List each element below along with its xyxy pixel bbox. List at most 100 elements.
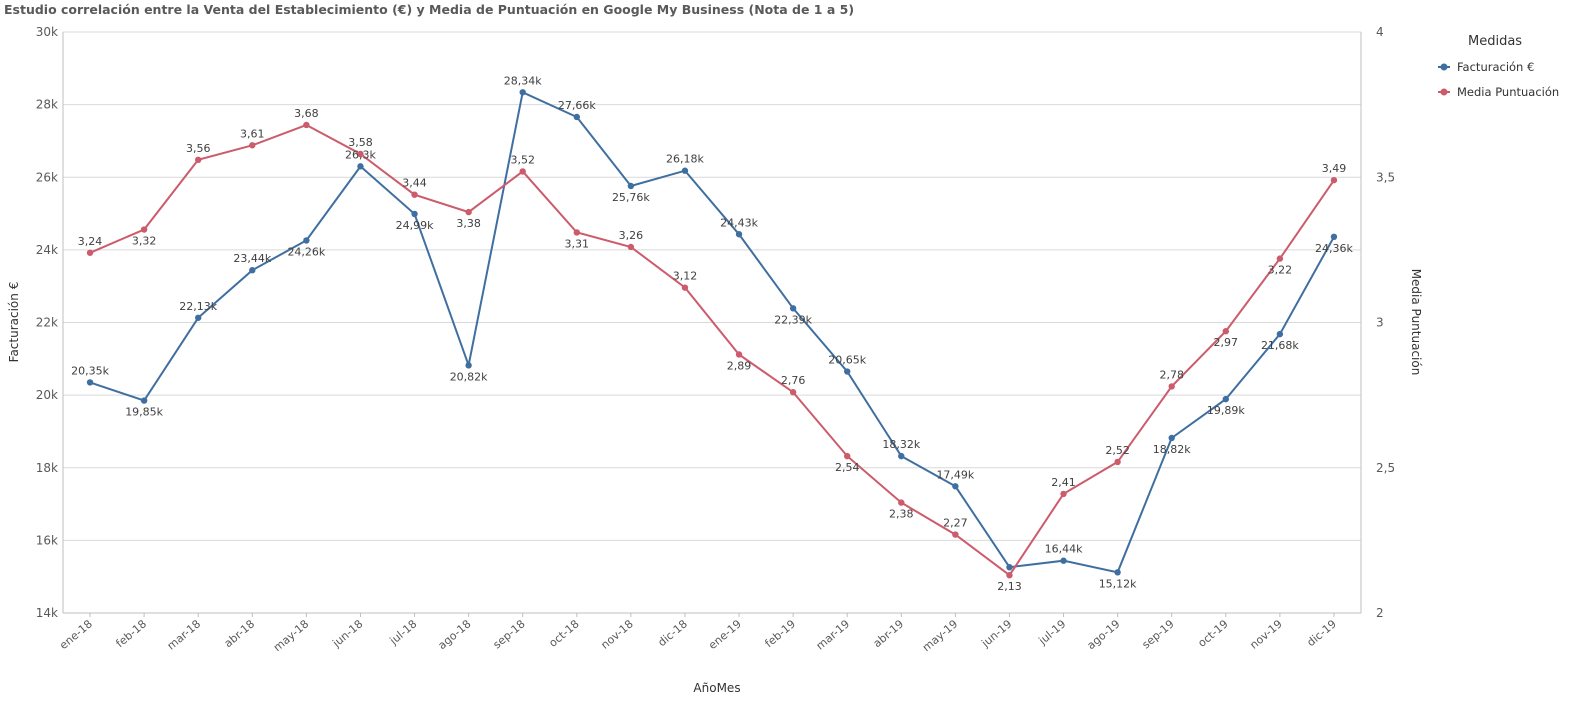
data-point-1[interactable] — [303, 121, 310, 129]
data-label-0: 22,13k — [179, 300, 217, 313]
left-axis: 14k 16k 18k 20k 22k 24k 26k 28k 30k — [36, 25, 64, 620]
data-point-1[interactable] — [140, 226, 148, 233]
data-point-0[interactable] — [195, 314, 202, 321]
data-label-1: 3,32 — [132, 235, 157, 248]
data-label-0: 26,18k — [666, 153, 704, 166]
x-tick-label: ene-19 — [706, 617, 744, 652]
data-label-0: 24,99k — [396, 219, 434, 232]
left-tick-label: 30k — [36, 25, 58, 39]
data-label-1: 3,58 — [348, 136, 373, 149]
data-point-1[interactable] — [519, 168, 526, 175]
data-point-1[interactable] — [681, 284, 689, 291]
data-point-0[interactable] — [681, 167, 689, 174]
x-tick-label: may-18 — [271, 617, 311, 654]
x-tick-label: abr-18 — [222, 617, 258, 650]
x-tick-label: dic-18 — [655, 617, 689, 649]
data-point-0[interactable] — [303, 237, 310, 244]
data-point-0[interactable] — [1006, 564, 1013, 571]
data-point-1[interactable] — [357, 150, 364, 158]
data-point-0[interactable] — [844, 368, 851, 375]
data-point-0[interactable] — [789, 305, 797, 312]
data-point-0[interactable] — [735, 231, 743, 238]
data-point-1[interactable] — [735, 351, 743, 358]
data-point-1[interactable] — [1330, 176, 1338, 184]
data-point-1[interactable] — [411, 191, 418, 198]
data-label-1: 2,76 — [781, 374, 806, 387]
data-label-1: 2,27 — [943, 517, 968, 530]
legend-label-media-puntuacion: Media Puntuación — [1457, 85, 1559, 99]
data-point-1[interactable] — [1114, 458, 1121, 466]
data-point-0[interactable] — [519, 89, 526, 96]
x-tick-label: nov-18 — [598, 617, 635, 651]
data-point-1[interactable] — [1222, 328, 1229, 335]
x-tick-label: abr-19 — [871, 617, 907, 650]
data-label-0: 25,76k — [612, 191, 650, 204]
left-tick-label: 20k — [36, 388, 58, 402]
data-label-1: 3,44 — [402, 177, 427, 190]
data-point-1[interactable] — [844, 452, 851, 460]
right-tick-label: 4 — [1376, 25, 1384, 39]
data-point-1[interactable] — [1168, 383, 1175, 390]
data-label-0: 24,26k — [287, 245, 325, 258]
data-label-1: 3,38 — [456, 217, 481, 230]
data-point-0[interactable] — [140, 397, 148, 404]
data-point-0[interactable] — [1168, 434, 1175, 442]
data-point-1[interactable] — [627, 243, 635, 251]
data-point-0[interactable] — [952, 483, 959, 490]
data-point-1[interactable] — [789, 389, 797, 396]
data-label-1: 3,56 — [186, 142, 211, 155]
data-label-1: 3,52 — [510, 153, 535, 166]
data-point-0[interactable] — [627, 182, 635, 190]
data-label-0: 18,32k — [882, 438, 920, 451]
data-point-0[interactable] — [1060, 557, 1067, 564]
data-label-1: 3,31 — [565, 237, 590, 250]
legend-item-media-puntuacion[interactable]: Media Puntuación — [1438, 85, 1559, 99]
legend-marker-facturacion — [1440, 63, 1448, 71]
data-point-0[interactable] — [249, 267, 256, 274]
legend-label-facturacion: Facturación € — [1457, 60, 1534, 74]
data-point-0[interactable] — [86, 379, 94, 386]
data-point-1[interactable] — [86, 249, 94, 256]
data-label-0: 24,36k — [1315, 242, 1353, 255]
data-point-0[interactable] — [357, 163, 364, 170]
data-point-0[interactable] — [1114, 569, 1121, 576]
data-point-1[interactable] — [465, 208, 472, 216]
data-point-1[interactable] — [1006, 572, 1013, 579]
data-point-0[interactable] — [898, 452, 905, 460]
data-point-1[interactable] — [195, 156, 202, 164]
legend-title: Medidas — [1468, 34, 1522, 49]
data-point-0[interactable] — [573, 113, 580, 121]
x-tick-label: jun-18 — [329, 617, 365, 650]
data-label-1: 3,68 — [294, 107, 319, 120]
data-point-1[interactable] — [952, 531, 959, 538]
legend: Medidas Facturación € Media Puntuación — [1438, 34, 1559, 99]
x-tick-label: nov-19 — [1247, 617, 1284, 651]
right-tick-label: 3 — [1376, 316, 1384, 330]
data-label-0: 27,66k — [558, 99, 596, 112]
data-point-0[interactable] — [1222, 395, 1229, 403]
data-point-0[interactable] — [411, 210, 418, 218]
left-tick-label: 24k — [36, 243, 58, 257]
data-point-1[interactable] — [573, 229, 580, 236]
x-tick-label: jul-18 — [387, 617, 420, 648]
data-label-0: 18,82k — [1153, 443, 1191, 456]
data-point-0[interactable] — [1276, 330, 1284, 338]
data-point-1[interactable] — [898, 499, 905, 506]
right-axis: 2 2,5 3 3,5 4 — [1360, 25, 1395, 620]
x-tick-label: ago-18 — [436, 617, 474, 652]
data-label-1: 2,97 — [1214, 336, 1239, 349]
data-point-1[interactable] — [1060, 490, 1067, 498]
series-layer — [86, 89, 1338, 579]
data-label-1: 2,38 — [889, 508, 914, 521]
data-label-0: 20,65k — [828, 354, 866, 367]
data-point-0[interactable] — [1330, 233, 1338, 241]
x-axis: ene-18 feb-18 mar-18 abr-18 may-18 jun-18 jul-… — [57, 612, 1361, 654]
data-label-0: 28,34k — [504, 74, 542, 87]
data-label-1: 2,41 — [1051, 476, 1076, 489]
data-point-0[interactable] — [465, 362, 472, 369]
data-point-1[interactable] — [1276, 255, 1284, 262]
legend-item-facturacion[interactable]: Facturación € — [1438, 60, 1534, 74]
data-label-0: 21,68k — [1261, 339, 1299, 352]
data-point-1[interactable] — [249, 142, 256, 149]
